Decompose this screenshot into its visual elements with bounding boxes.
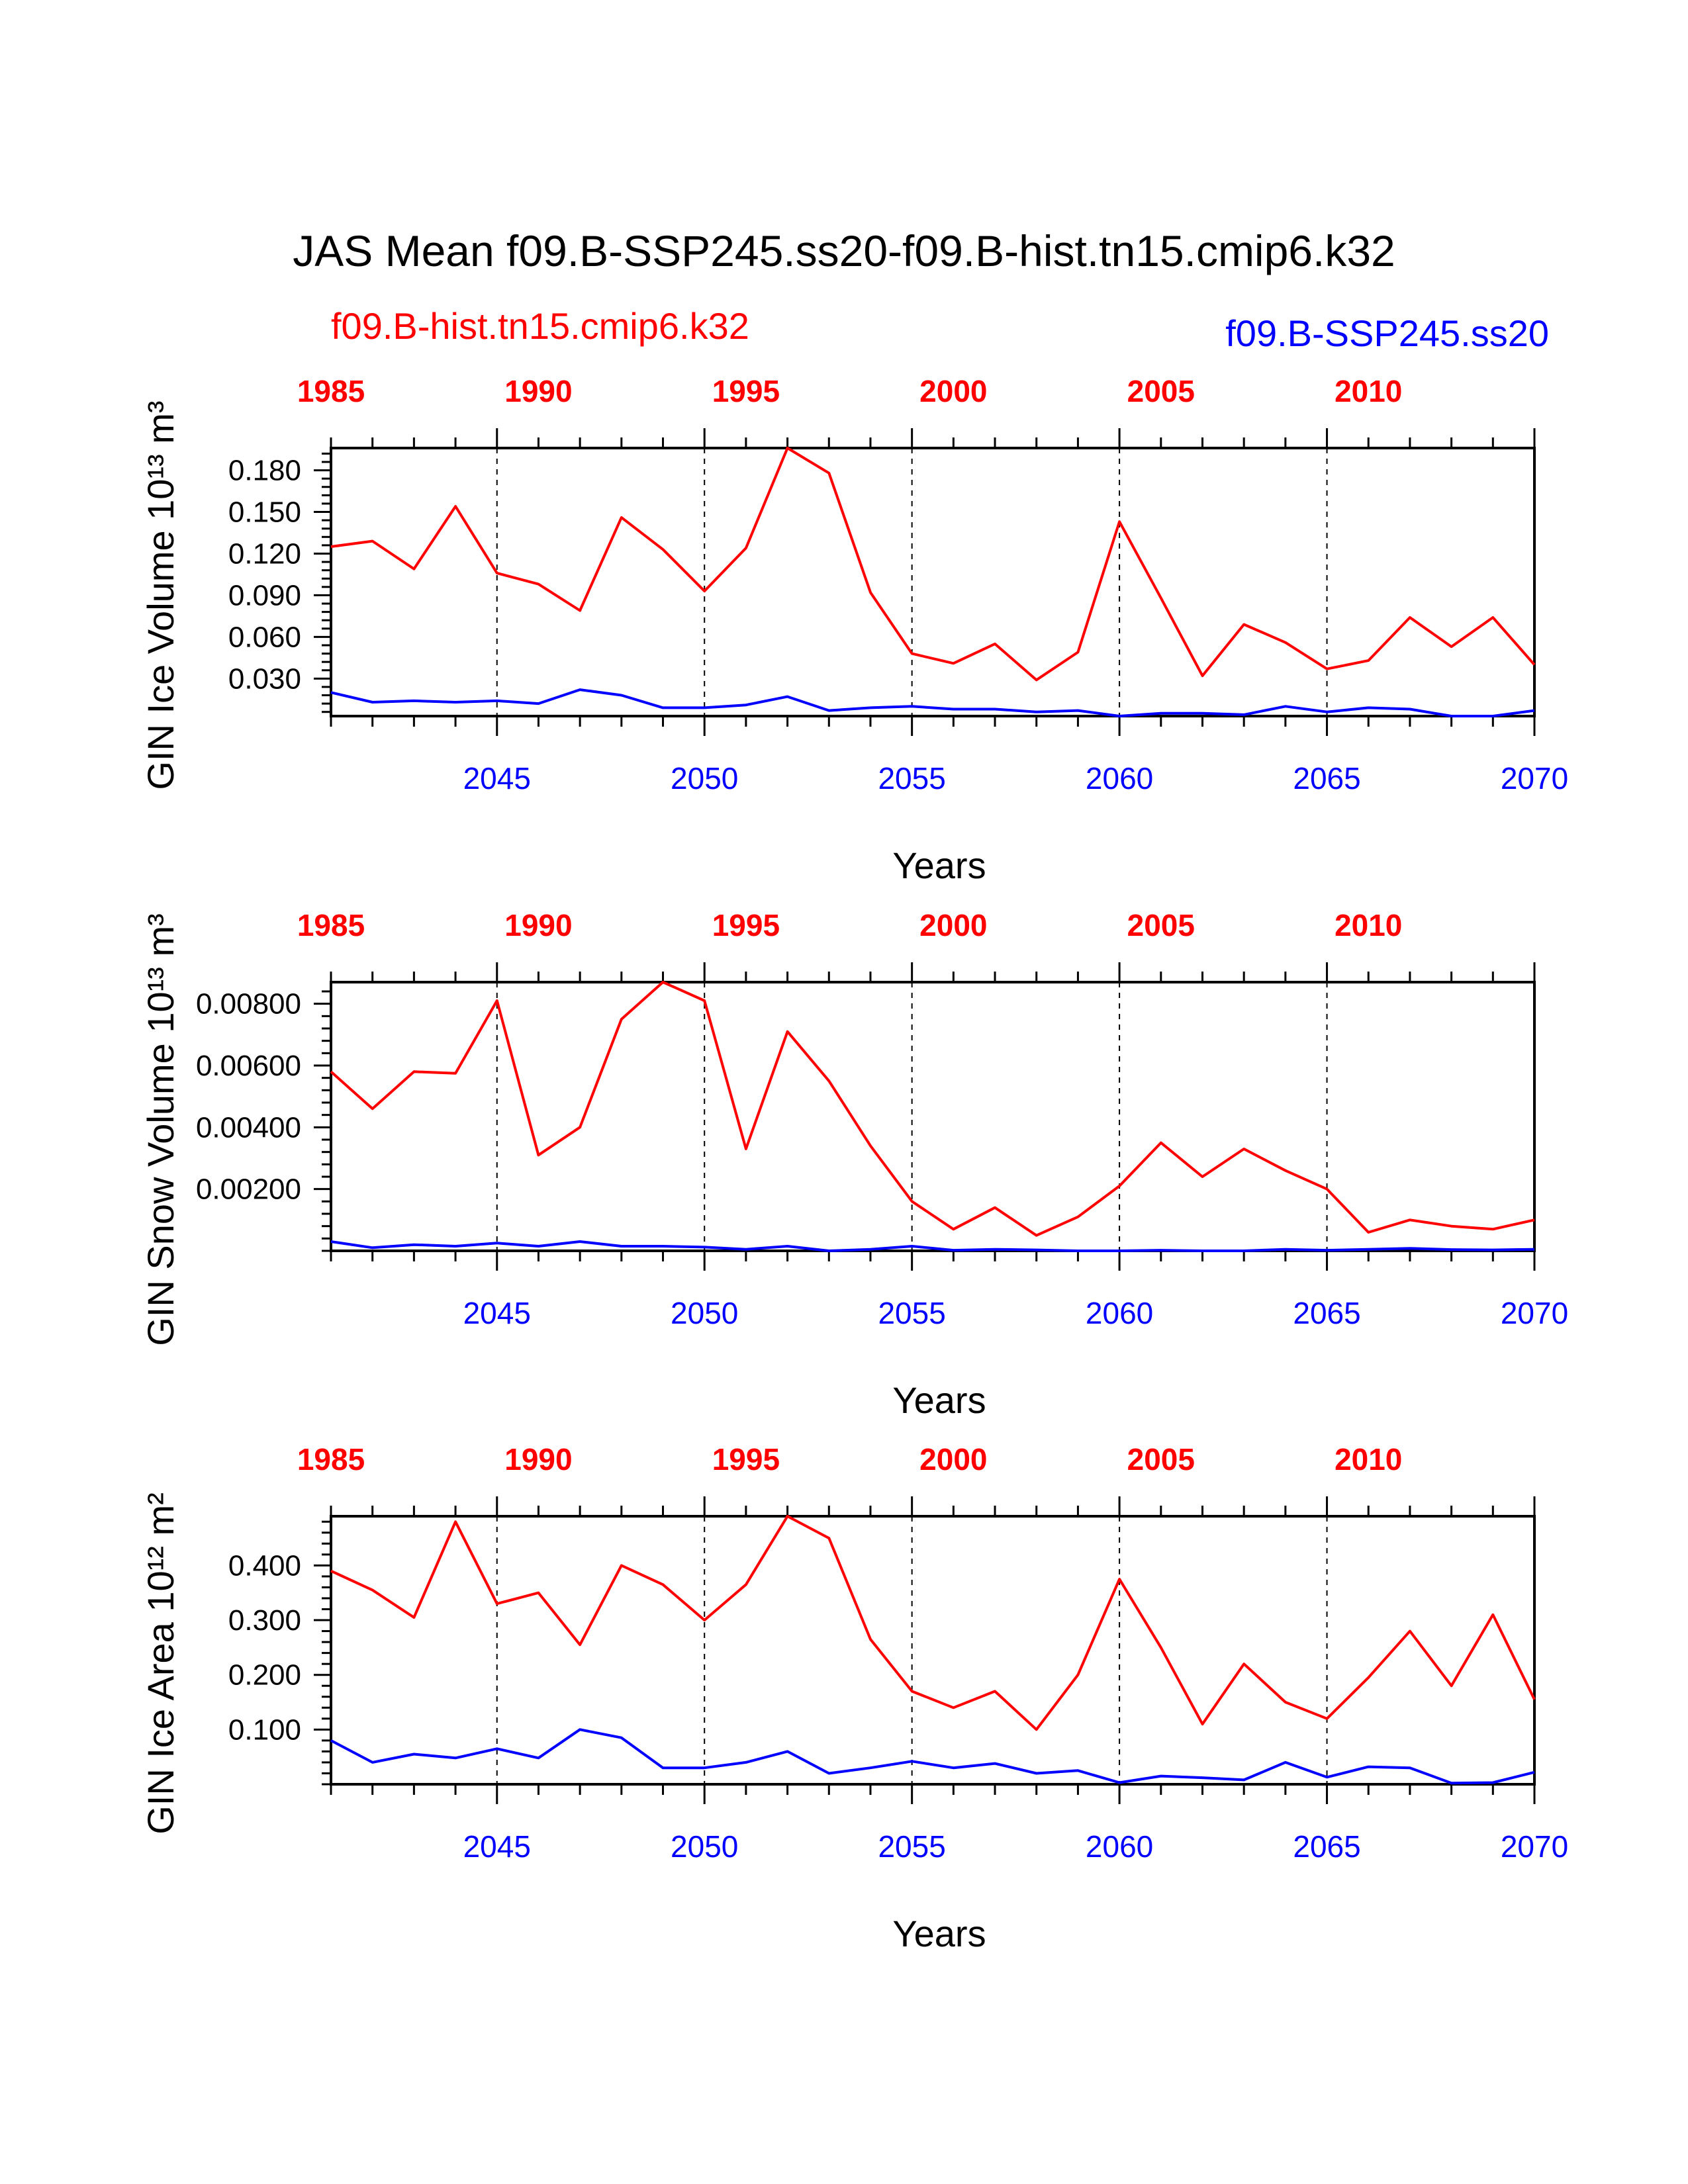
y-axis-label: GIN Ice Area 10¹² m² (140, 1492, 181, 1835)
x-top-tick-label: 1990 (504, 374, 572, 408)
x-top-tick-label: 1990 (504, 1442, 572, 1477)
x-top-tick-label: 1990 (504, 908, 572, 942)
y-tick-label: 0.120 (228, 537, 301, 570)
x-axis-label: Years (892, 1379, 986, 1421)
x-top-tick-label: 2005 (1127, 908, 1195, 942)
x-top-tick-label: 2010 (1335, 908, 1402, 942)
plot-frame (330, 981, 1536, 1252)
x-top-tick-label: 2000 (919, 908, 987, 942)
x-tick-label: 2055 (878, 761, 945, 796)
x-top-tick-label: 2010 (1335, 374, 1402, 408)
y-tick-label: 0.00600 (196, 1050, 301, 1082)
panels-group: 2045 2050 2055 2060 2065 2070 1985 1990 1995 2000… (140, 374, 1568, 1954)
panel-1: 2045 2050 2055 2060 2065 2070 1985 1990 1995 2000… (140, 374, 1568, 886)
panel-3: 2045 2050 2055 2060 2065 2070 1985 1990 1995 2000… (140, 1442, 1568, 1954)
historical-run-label: f09.B-hist.tn15.cmip6.k32 (331, 305, 749, 347)
y-tick-label: 0.030 (228, 662, 301, 695)
y-tick-label: 0.150 (228, 496, 301, 529)
x-tick-label: 2045 (463, 1296, 531, 1330)
x-tick-label: 2070 (1501, 1296, 1568, 1330)
y-tick-label: 0.100 (228, 1713, 301, 1746)
x-top-tick-label: 2005 (1127, 1442, 1195, 1477)
y-tick-label: 0.060 (228, 621, 301, 653)
x-tick-label: 2045 (463, 1829, 531, 1864)
x-tick-label: 2065 (1293, 1829, 1360, 1864)
y-tick-label: 0.00200 (196, 1173, 301, 1206)
y-tick-label: 0.00400 (196, 1111, 301, 1144)
x-tick-label: 2045 (463, 761, 531, 796)
x-tick-label: 2060 (1086, 1829, 1153, 1864)
y-tick-label: 0.180 (228, 455, 301, 487)
ssp245-series-line (330, 1240, 1535, 1252)
historical-series-line (330, 447, 1536, 682)
x-top-tick-label: 2010 (1335, 1442, 1402, 1477)
figure-title: JAS Mean f09.B-SSP245.ss20-f09.B-hist.tn… (293, 226, 1395, 275)
historical-series-line (330, 1515, 1536, 1731)
x-top-tick-label: 2000 (919, 1442, 987, 1477)
x-top-tick-label: 1985 (297, 374, 365, 408)
x-axis-label: Years (892, 844, 986, 886)
x-tick-label: 2065 (1293, 761, 1360, 796)
y-tick-label: 0.090 (228, 579, 301, 612)
x-tick-label: 2050 (671, 1829, 738, 1864)
plot-frame (330, 447, 1536, 717)
x-top-tick-label: 1985 (297, 908, 365, 942)
x-tick-label: 2055 (878, 1829, 945, 1864)
plot-frame (330, 1515, 1536, 1786)
ssp245-series-line (330, 688, 1535, 717)
y-tick-label: 0.00800 (196, 988, 301, 1021)
x-tick-label: 2060 (1086, 1296, 1153, 1330)
ssp245-series-line (330, 1728, 1535, 1785)
x-tick-label: 2065 (1293, 1296, 1360, 1330)
x-tick-label: 2060 (1086, 761, 1153, 796)
y-tick-label: 0.200 (228, 1659, 301, 1692)
ssp245-run-label: f09.B-SSP245.ss20 (1225, 312, 1549, 354)
x-tick-label: 2050 (671, 1296, 738, 1330)
x-tick-label: 2070 (1501, 761, 1568, 796)
x-axis-label: Years (892, 1913, 986, 1954)
x-top-tick-label: 2000 (919, 374, 987, 408)
y-axis-label: GIN Snow Volume 10¹³ m³ (140, 913, 181, 1346)
x-top-tick-label: 1985 (297, 1442, 365, 1477)
x-top-tick-label: 1995 (712, 908, 780, 942)
historical-series-line (330, 981, 1535, 1237)
y-tick-label: 0.400 (228, 1549, 301, 1582)
y-tick-label: 0.300 (228, 1604, 301, 1637)
x-tick-label: 2070 (1501, 1829, 1568, 1864)
panel-2: 2045 2050 2055 2060 2065 2070 1985 1990 1995 2000… (140, 908, 1568, 1421)
x-top-tick-label: 1995 (712, 1442, 780, 1477)
x-tick-label: 2050 (671, 761, 738, 796)
x-tick-label: 2055 (878, 1296, 945, 1330)
x-top-tick-label: 2005 (1127, 374, 1195, 408)
y-axis-label: GIN Ice Volume 10¹³ m³ (140, 400, 181, 790)
x-top-tick-label: 1995 (712, 374, 780, 408)
